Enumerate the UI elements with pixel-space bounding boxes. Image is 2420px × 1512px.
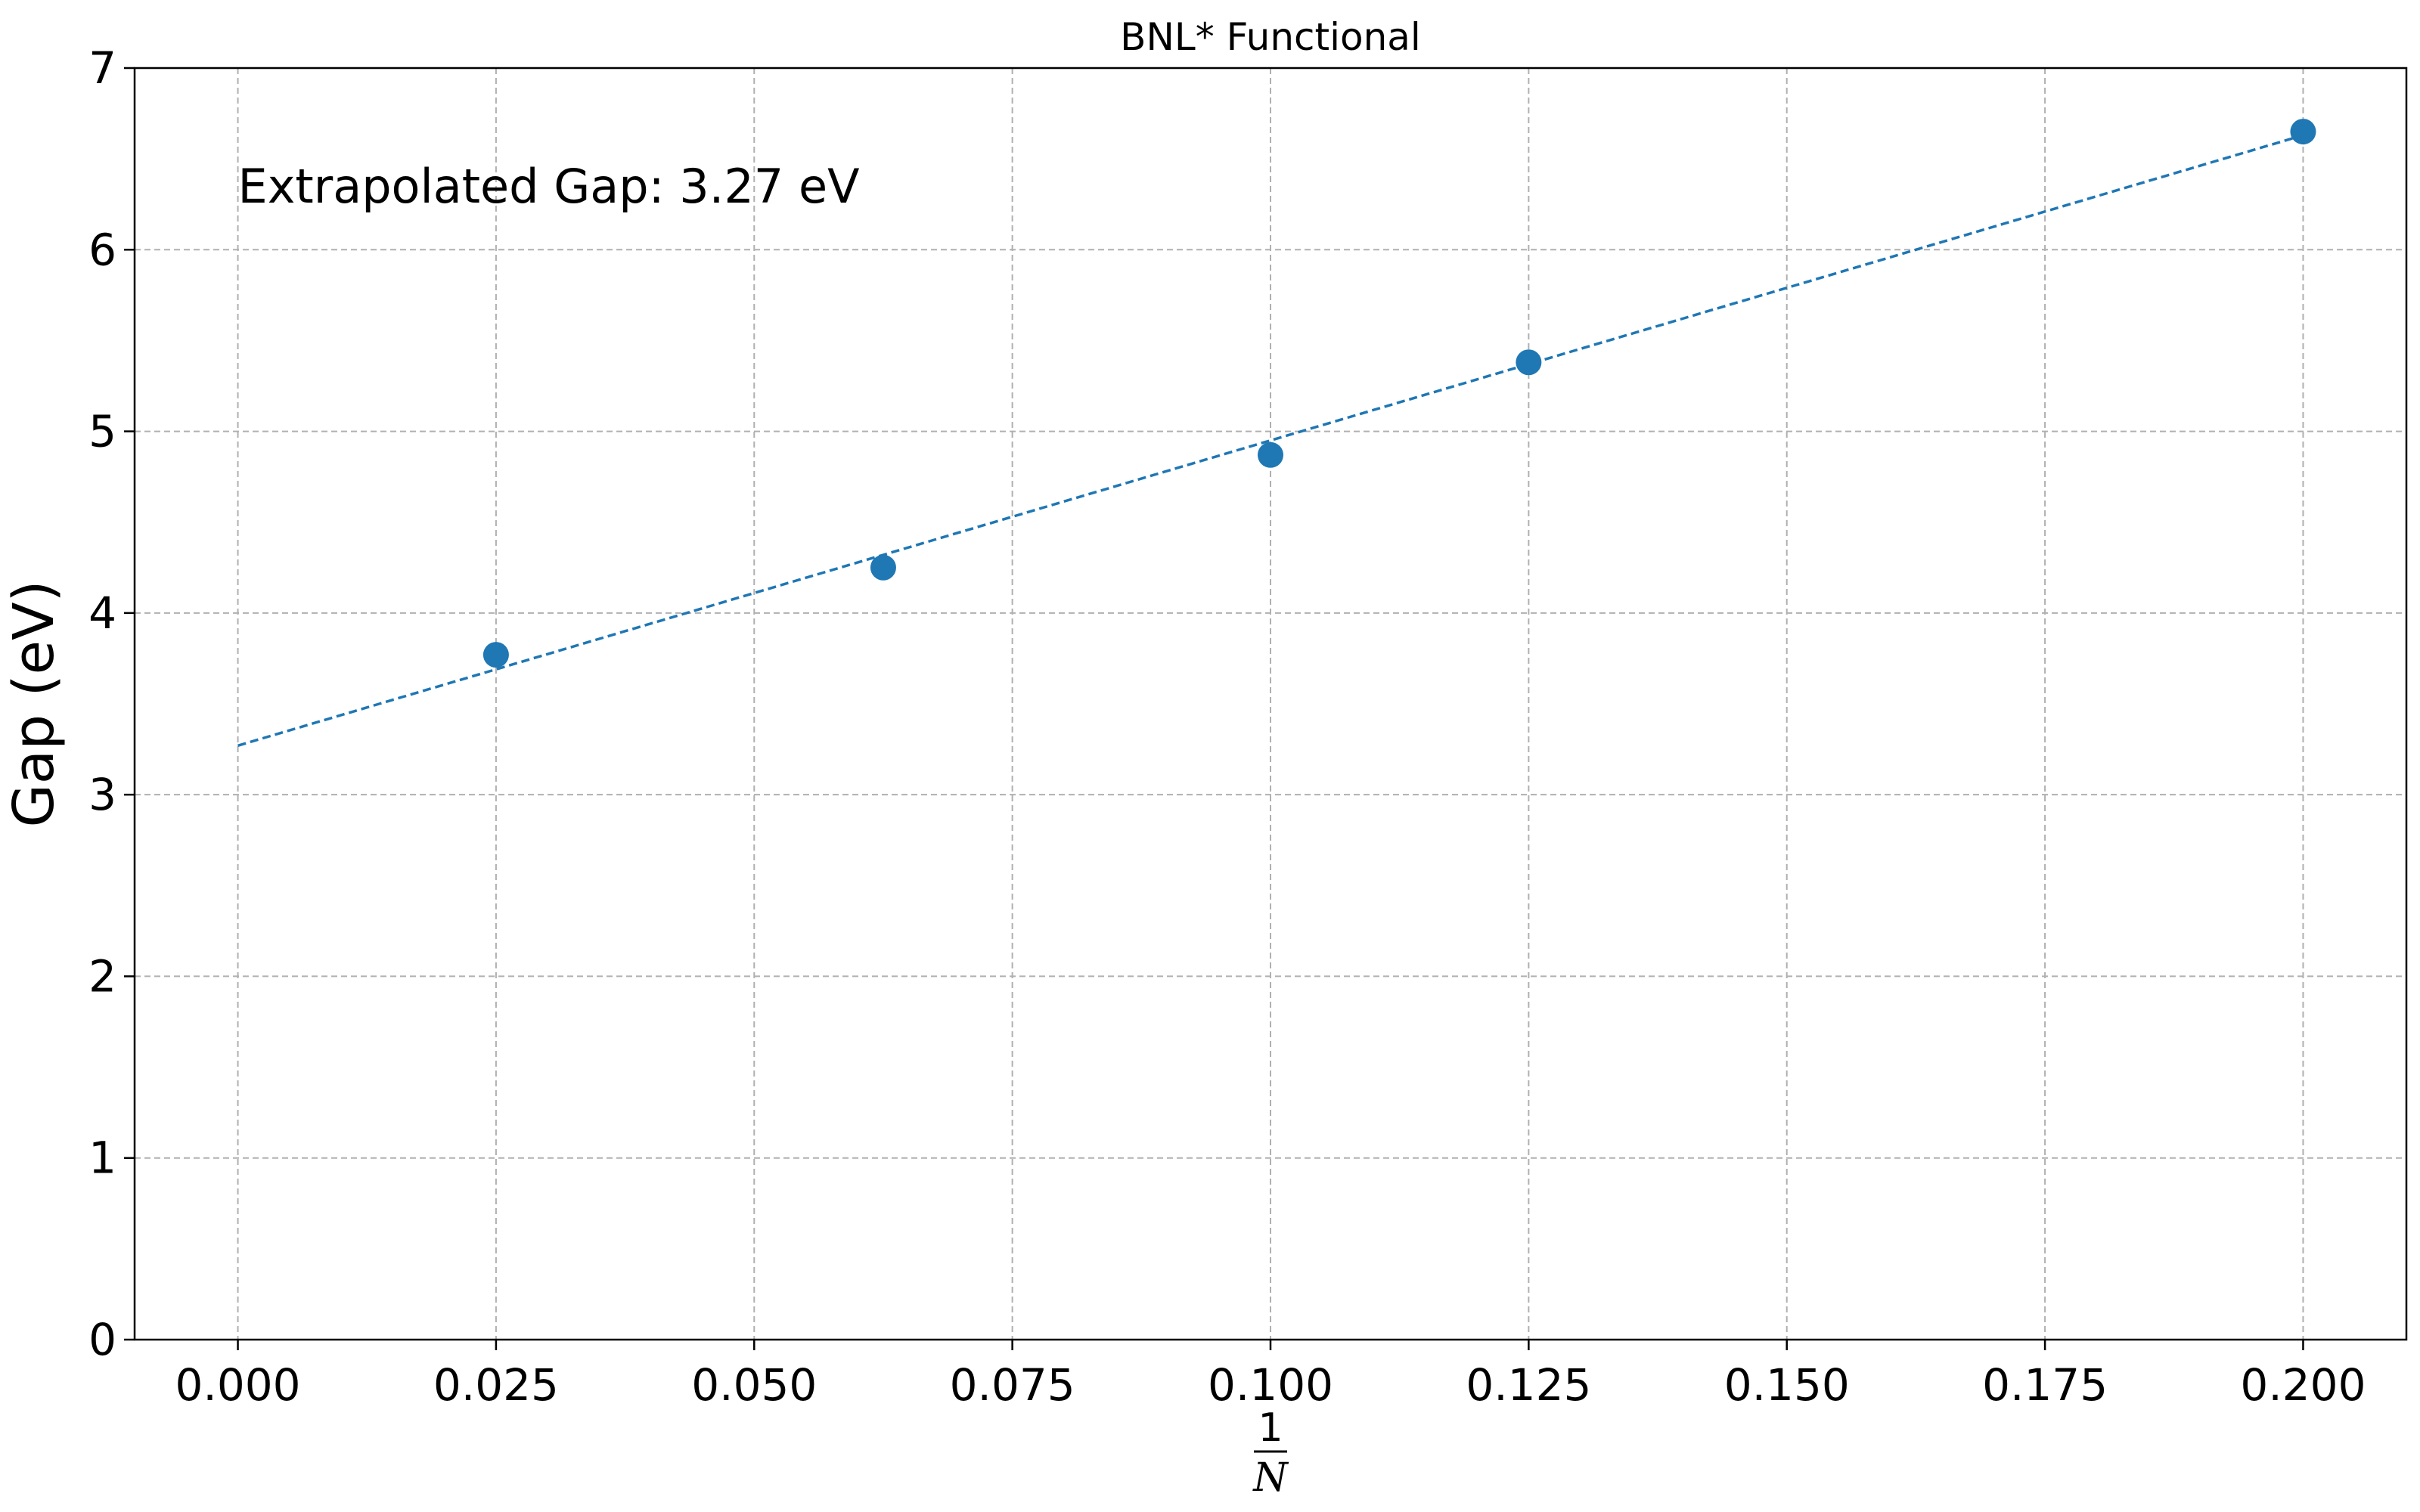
y-tick-label: 5 [88, 406, 116, 457]
fit-line [237, 134, 2304, 747]
y-tick-label: 3 [88, 769, 116, 820]
y-axis-label: Gap (eV) [2, 580, 67, 827]
x-tick-label: 0.175 [1982, 1359, 2108, 1411]
x-tick-label: 0.075 [950, 1359, 1075, 1411]
y-tick-label: 7 [88, 42, 116, 94]
extrapolated-gap-annotation: Extrapolated Gap: 3.27 eV [238, 159, 860, 214]
fit-line-layer [237, 134, 2304, 747]
x-axis-label-numerator: 1 [1258, 1405, 1283, 1451]
y-tick-label: 1 [88, 1132, 116, 1184]
grid [135, 68, 2406, 1340]
x-axis-label: 1 N [1252, 1405, 1289, 1501]
data-point [482, 642, 509, 668]
x-tick-label: 0.125 [1466, 1359, 1591, 1411]
x-axis-label-denominator: N [1252, 1455, 1289, 1501]
y-tick-label: 6 [88, 224, 116, 275]
data-point [1516, 349, 1542, 376]
x-tick-label: 0.000 [175, 1359, 301, 1411]
y-tick-label: 0 [88, 1314, 116, 1365]
chart-title: BNL* Functional [1120, 15, 1421, 59]
x-axis-ticks: 0.000 0.025 0.050 0.075 0.100 0.125 0.150 0.175… [175, 1340, 2366, 1411]
y-axis-ticks: 0 1 2 3 4 5 6 7 [88, 42, 135, 1365]
x-tick-label: 0.150 [1724, 1359, 1850, 1411]
x-tick-label: 0.050 [691, 1359, 817, 1411]
y-tick-label: 2 [88, 950, 116, 1002]
data-point [2290, 119, 2316, 145]
y-tick-label: 4 [88, 587, 116, 639]
data-points-layer [482, 119, 2316, 668]
x-tick-label: 0.100 [1208, 1359, 1333, 1411]
x-tick-label: 0.025 [433, 1359, 559, 1411]
x-tick-label: 0.200 [2240, 1359, 2366, 1411]
data-point [1258, 442, 1283, 468]
data-point [870, 554, 896, 581]
